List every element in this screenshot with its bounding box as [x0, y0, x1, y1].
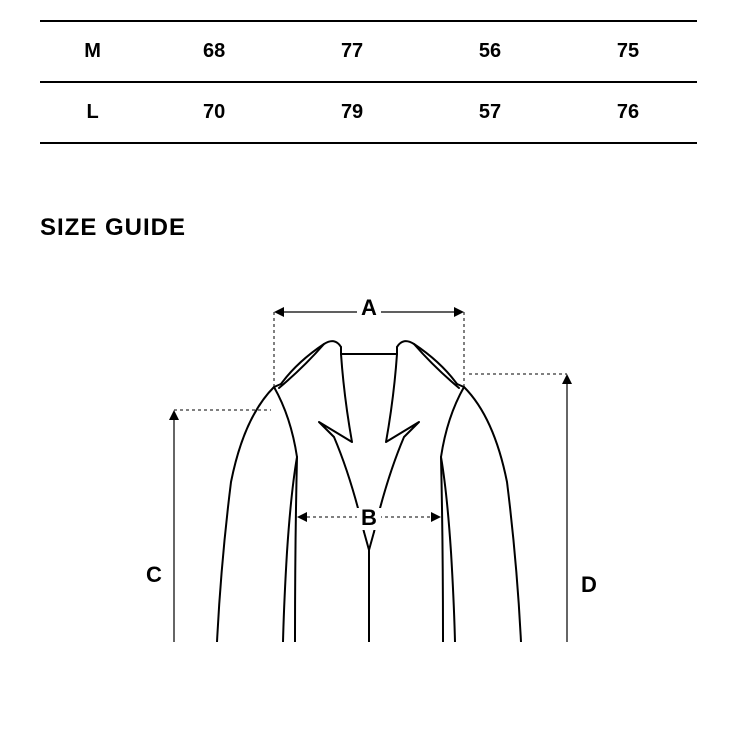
jacket-center-v — [364, 532, 374, 550]
arrowhead-icon — [431, 512, 441, 522]
jacket-sleeve-left-outer — [217, 387, 274, 642]
jacket-lapel-left — [319, 354, 364, 532]
jacket-armhole-left — [274, 387, 297, 457]
cell-d: 75 — [559, 21, 697, 82]
dim-label-c: C — [146, 562, 162, 587]
arrowhead-icon — [454, 307, 464, 317]
cell-a: 68 — [145, 21, 283, 82]
jacket-shoulder-seam-right — [414, 344, 459, 388]
cell-a: 70 — [145, 82, 283, 143]
arrowhead-icon — [274, 307, 284, 317]
cell-b: 79 — [283, 82, 421, 143]
table-row: L 70 79 57 76 — [40, 82, 697, 143]
dim-label-b: B — [361, 505, 377, 530]
cell-size: L — [40, 82, 145, 143]
table-row: M 68 77 56 75 — [40, 21, 697, 82]
jacket-collar-back — [341, 347, 397, 354]
cell-d: 76 — [559, 82, 697, 143]
size-table: M 68 77 56 75 L 70 79 57 76 — [40, 20, 697, 144]
cell-size: M — [40, 21, 145, 82]
jacket-sleeve-right-outer — [464, 387, 521, 642]
arrowhead-icon — [169, 410, 179, 420]
jacket-shoulder-seam-left — [279, 344, 324, 388]
dim-label-d: D — [581, 572, 597, 597]
jacket-lapel-right — [374, 354, 419, 532]
size-guide-heading: SIZE GUIDE — [40, 214, 697, 242]
jacket-diagram-container: A B — [40, 282, 697, 642]
arrowhead-icon — [562, 374, 572, 384]
cell-b: 77 — [283, 21, 421, 82]
dim-label-a: A — [361, 295, 377, 320]
cell-c: 57 — [421, 82, 559, 143]
jacket-armhole-right — [441, 387, 464, 457]
arrowhead-icon — [297, 512, 307, 522]
jacket-side-right — [441, 457, 443, 642]
cell-c: 56 — [421, 21, 559, 82]
jacket-diagram: A B — [119, 282, 619, 642]
jacket-side-left — [295, 457, 297, 642]
